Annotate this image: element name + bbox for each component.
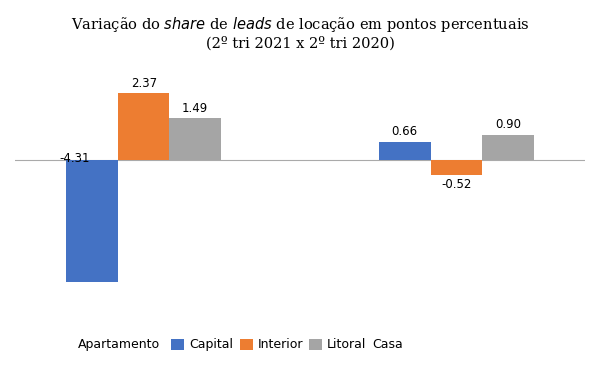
Text: Capital: Capital (189, 338, 233, 352)
Text: -4.31: -4.31 (59, 152, 89, 165)
Text: 0.90: 0.90 (495, 119, 521, 131)
Text: Litoral: Litoral (327, 338, 367, 352)
Bar (379, 142, 431, 160)
Text: Interior: Interior (258, 338, 304, 352)
Bar (67, 160, 118, 282)
Text: 0.66: 0.66 (392, 125, 418, 138)
Title: Variação do $\it{share}$ de $\it{leads}$ de locação em pontos percentuais
(2º tr: Variação do $\it{share}$ de $\it{leads}$… (71, 15, 529, 51)
Bar (169, 118, 221, 160)
Text: Apartamento: Apartamento (78, 338, 160, 352)
Text: 1.49: 1.49 (182, 102, 208, 115)
Text: Casa: Casa (372, 338, 403, 352)
Bar (118, 93, 169, 160)
Text: -0.52: -0.52 (441, 178, 472, 191)
Bar (482, 135, 533, 160)
Text: 2.37: 2.37 (131, 77, 157, 90)
Bar (431, 160, 482, 175)
